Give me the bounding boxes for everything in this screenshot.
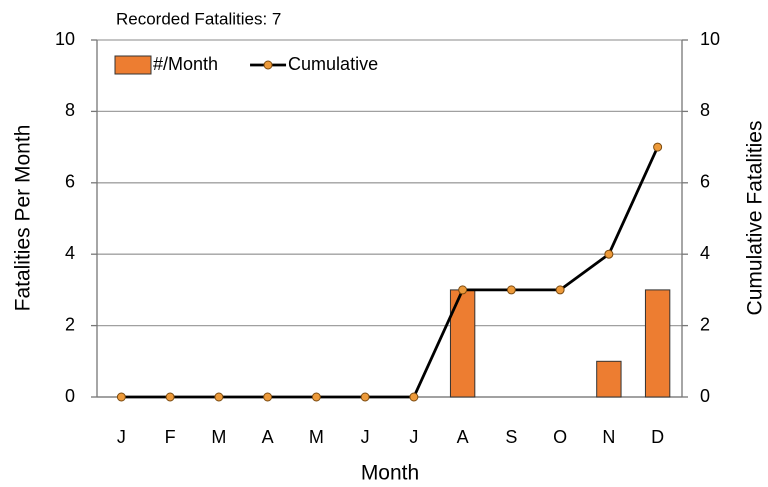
y-tick-label: 0 — [65, 386, 75, 406]
x-tick-label: N — [602, 427, 615, 447]
y-axis-label: Fatalities Per Month — [12, 125, 35, 312]
x-tick-label: S — [505, 427, 517, 447]
y2-tick-label: 6 — [700, 172, 710, 192]
chart-title: Recorded Fatalities: 7 — [116, 9, 281, 28]
marker — [116, 392, 126, 402]
x-tick-label: A — [457, 427, 469, 447]
marker — [360, 392, 370, 402]
bar — [596, 360, 622, 398]
y-tick-label: 10 — [55, 29, 75, 49]
y2-tick-label: 2 — [700, 314, 710, 334]
x-tick-label: J — [409, 427, 418, 447]
marker — [409, 392, 419, 402]
x-axis-label: Month — [361, 462, 419, 485]
y-tick-label: 4 — [65, 243, 75, 263]
x-tick-label: M — [309, 427, 324, 447]
x-tick-label: J — [117, 427, 126, 447]
y2-tick-label: 4 — [700, 243, 710, 263]
x-tick-label: J — [361, 427, 370, 447]
legend-label: Cumulative — [288, 54, 378, 74]
marker — [311, 392, 321, 402]
marker — [604, 249, 614, 259]
line — [121, 146, 659, 399]
y-tick-label: 2 — [65, 314, 75, 334]
y2-tick-label: 0 — [700, 386, 710, 406]
marker — [263, 392, 273, 402]
legend-label: #/Month — [153, 54, 218, 74]
marker — [165, 392, 175, 402]
legend-swatch — [114, 55, 152, 75]
x-tick-label: F — [165, 427, 176, 447]
x-tick-label: D — [651, 427, 664, 447]
y-tick-label: 8 — [65, 100, 75, 120]
y2-tick-label: 10 — [700, 29, 720, 49]
x-tick-label: M — [211, 427, 226, 447]
x-tick-label: A — [262, 427, 274, 447]
bar — [644, 289, 671, 398]
marker — [653, 142, 663, 152]
marker — [458, 285, 468, 295]
y-tick-label: 6 — [65, 172, 75, 192]
x-tick-label: O — [553, 427, 567, 447]
marker — [506, 285, 516, 295]
y2-tick-label: 8 — [700, 100, 710, 120]
marker — [555, 285, 565, 295]
marker — [214, 392, 224, 402]
legend-marker — [263, 60, 273, 70]
y2-axis-label: Cumulative Fatalities — [744, 121, 767, 316]
